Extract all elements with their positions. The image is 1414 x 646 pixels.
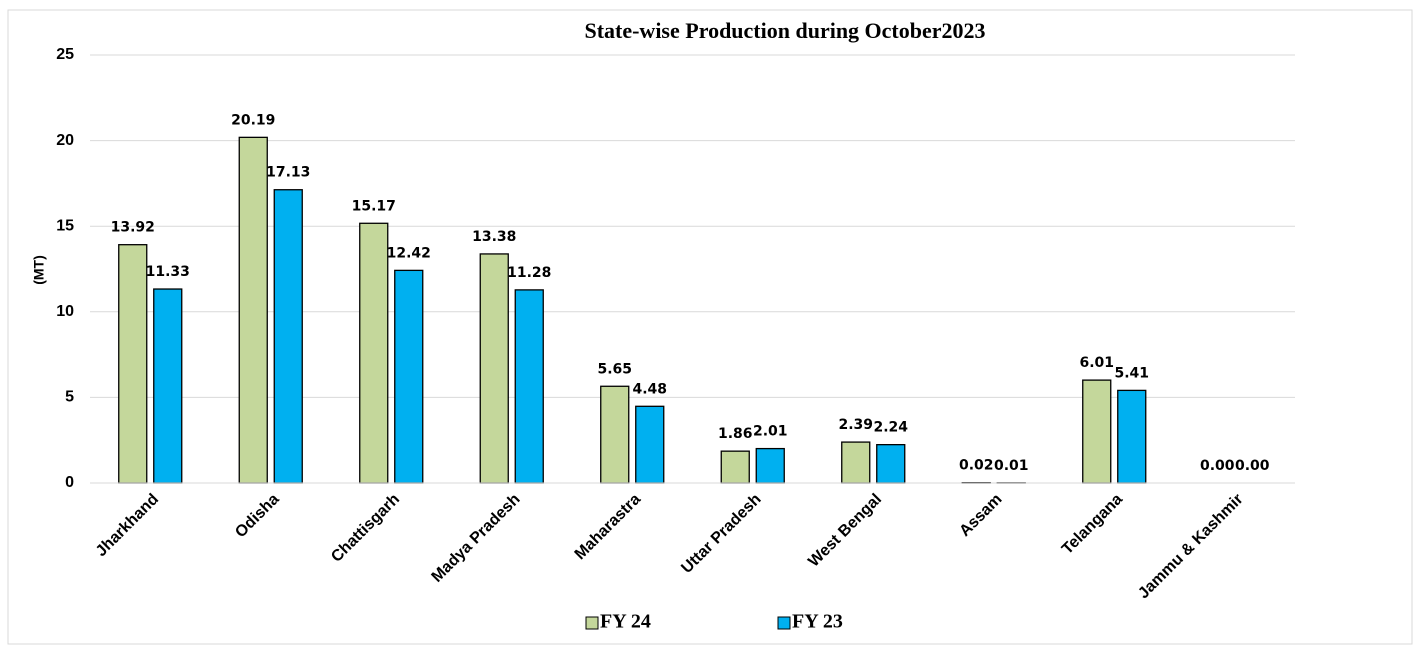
bar bbox=[876, 444, 906, 484]
value-label: 6.01 bbox=[1079, 355, 1114, 371]
value-label: 0.02 bbox=[959, 458, 994, 474]
legend-swatch bbox=[585, 616, 599, 630]
y-axis-label: (MT) bbox=[31, 255, 47, 285]
value-label: 12.42 bbox=[387, 245, 431, 261]
value-label: 0.00 bbox=[1235, 458, 1270, 474]
value-label: 2.39 bbox=[838, 417, 873, 433]
bar bbox=[841, 441, 871, 484]
bar bbox=[720, 450, 750, 484]
chart-title: State-wise Production during October2023 bbox=[584, 18, 985, 43]
legend-label: FY 24 bbox=[600, 611, 651, 633]
legend-swatch bbox=[777, 616, 791, 630]
value-label: 5.65 bbox=[597, 361, 632, 377]
bar bbox=[359, 222, 389, 484]
y-tick-label: 0 bbox=[65, 474, 74, 491]
y-tick-label: 20 bbox=[56, 132, 74, 149]
y-tick-label: 10 bbox=[56, 303, 74, 320]
value-label: 4.48 bbox=[632, 381, 667, 397]
bar bbox=[635, 405, 665, 484]
value-label: 0.01 bbox=[994, 458, 1029, 474]
legend-label: FY 23 bbox=[792, 611, 843, 633]
value-label: 0.00 bbox=[1200, 458, 1235, 474]
bar bbox=[273, 189, 303, 484]
bar bbox=[1117, 389, 1147, 484]
bar bbox=[118, 244, 148, 484]
value-label: 15.17 bbox=[352, 198, 396, 214]
bar bbox=[479, 253, 509, 484]
value-label: 2.01 bbox=[753, 424, 788, 440]
value-label: 17.13 bbox=[266, 165, 310, 181]
value-label: 2.24 bbox=[873, 420, 908, 436]
value-label: 11.33 bbox=[146, 264, 190, 280]
value-label: 5.41 bbox=[1114, 365, 1149, 381]
value-label: 1.86 bbox=[718, 426, 753, 442]
bar bbox=[394, 269, 424, 484]
value-label: 13.92 bbox=[111, 220, 155, 236]
value-label: 11.28 bbox=[507, 265, 551, 281]
y-tick-label: 25 bbox=[56, 46, 74, 63]
y-tick-label: 5 bbox=[65, 389, 74, 406]
bar bbox=[1082, 379, 1112, 484]
y-tick-label: 15 bbox=[56, 217, 74, 234]
bar bbox=[238, 136, 268, 484]
bar bbox=[600, 385, 630, 484]
value-label: 13.38 bbox=[472, 229, 516, 245]
bar bbox=[153, 288, 183, 484]
value-label: 20.19 bbox=[231, 112, 275, 128]
bar bbox=[755, 447, 785, 484]
bar bbox=[514, 289, 544, 484]
